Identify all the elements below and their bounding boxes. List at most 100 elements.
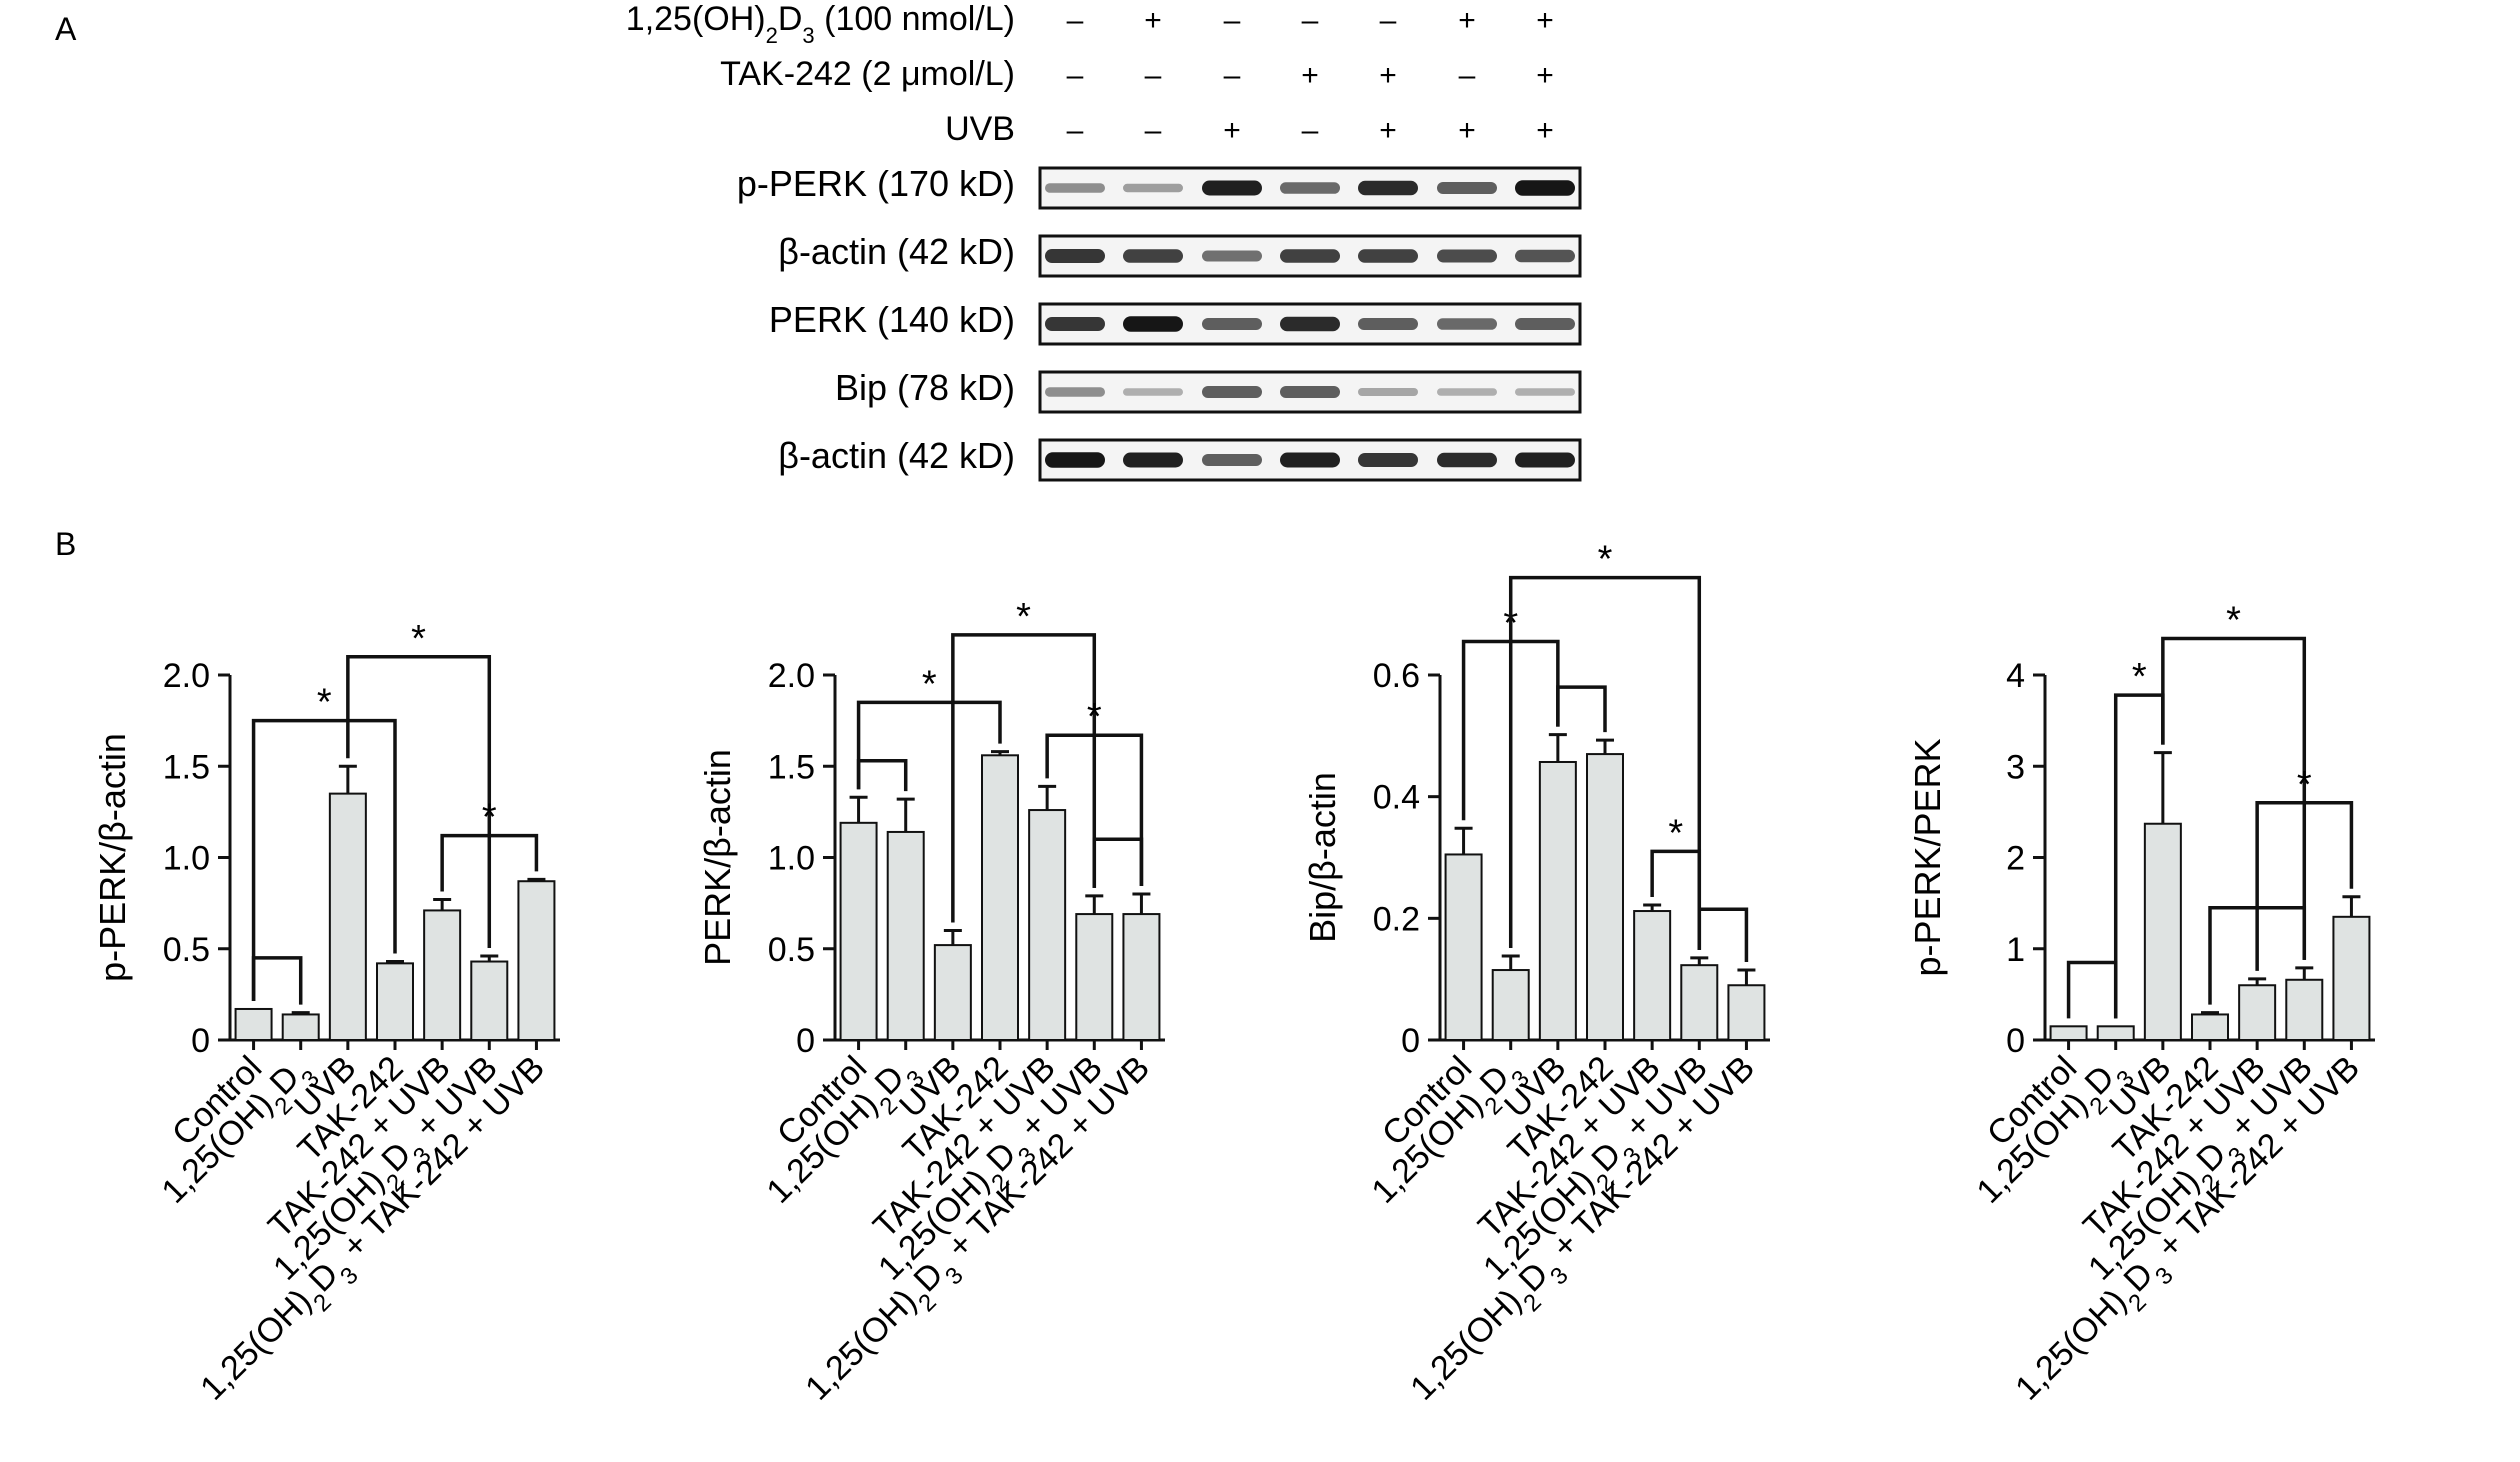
blot-band [1437,318,1497,330]
bar [281,1013,320,1042]
blot-band [1437,249,1497,263]
bar [1633,910,1672,1041]
blot-band [1515,452,1575,468]
bar [423,909,462,1041]
blot-row [1038,370,1582,414]
condition-label: UVB [945,110,1015,148]
condition-sign: – [1067,59,1084,92]
condition-sign: + [1458,4,1476,37]
blot-band [1280,182,1340,194]
significance-bracket [1650,849,1702,950]
blot-band [1045,249,1105,263]
y-tick-label: 4 [2006,657,2025,695]
panel-b-bar-charts: B 0 0.5 1.0 1.5 2.0 p-PERK/β-actin Control 1,25… [0,500,2520,1457]
significance-bracket [2066,960,2118,1019]
blot-band [1358,318,1418,330]
bar [2143,822,2182,1041]
significance-star: * [1668,812,1683,854]
bar [234,1007,273,1042]
condition-sign: – [1459,59,1476,92]
condition-sign: + [1536,59,1554,92]
blot-band [1123,388,1183,396]
significance-bracket [346,655,492,949]
y-tick-label: 2 [2006,840,2025,878]
blot-row [1038,234,1582,278]
y-tick-label: 1.0 [768,840,815,878]
condition-sign: – [1067,114,1084,147]
significance-bracket [251,956,303,1005]
blot-band [1358,453,1418,467]
y-axis-label: PERK/β-actin [697,749,738,966]
blot-band [1045,452,1105,468]
bar [1491,969,1530,1041]
y-axis-label: Bip/β-actin [1302,772,1343,943]
blot-row [1038,302,1582,346]
condition-sign: – [1302,114,1319,147]
blot-band [1515,180,1575,196]
blot-band [1358,388,1418,396]
bar [981,754,1019,1042]
significance-star: * [1598,539,1613,581]
blot-band [1202,454,1262,466]
blot-band [1202,318,1262,330]
bar-charts-figure: B 00.51.01.52.0p-PERK/β-actinControl1,25… [55,526,2375,1416]
significance-bracket [440,833,539,892]
bar [1028,809,1067,1041]
significance-star: * [922,663,937,705]
blot-label: p-PERK (170 kD) [737,163,1015,204]
panel-b-label: B [55,526,76,562]
significance-bracket [1508,575,1702,950]
blot-band [1202,250,1262,262]
blot-band [1280,452,1340,468]
blot-rows: p-PERK (170 kD) β-actin (42 kD) PERK (140 … [737,163,1582,482]
condition-label: TAK-242 (2 μmol/L) [720,55,1015,93]
condition-sign: + [1536,114,1554,147]
y-tick-label: 2.0 [768,657,815,695]
condition-sign: + [1223,114,1241,147]
bar [328,792,367,1041]
blot-band [1515,318,1575,330]
y-tick-label: 1.5 [163,748,210,786]
condition-sign: – [1067,4,1084,37]
chart-1: 00.51.01.52.0p-PERK/β-actinControl1,25(O… [92,618,560,1416]
blot-label: Bip (78 kD) [835,367,1015,408]
significance-bracket [951,633,1097,923]
significance-bracket [856,700,1002,790]
condition-sign: – [1145,114,1162,147]
condition-sign: – [1224,59,1241,92]
y-tick-label: 1.5 [768,748,815,786]
y-tick-label: 3 [2006,748,2025,786]
blot-band [1280,249,1340,263]
significance-bracket [1092,837,1144,888]
bar [1538,760,1577,1041]
western-blot-figure: A 1,25(OH)2D3 (100 nmol/L) – + – – – + + TAK-242… [55,0,1582,482]
significance-bracket [251,718,397,1001]
y-tick-label: 0.5 [768,931,815,969]
condition-sign: – [1302,4,1319,37]
significance-star: * [1016,596,1031,638]
y-tick-label: 0 [191,1022,210,1060]
y-tick-label: 2.0 [163,657,210,695]
significance-bracket [2161,636,2307,960]
blot-band [1437,182,1497,194]
bar [470,960,509,1041]
significance-star: * [482,797,497,839]
blot-band [1515,249,1575,263]
y-axis-label: p-PERK/β-actin [92,733,133,982]
blot-band [1123,249,1183,263]
significance-star: * [2226,600,2241,642]
y-tick-label: 0.6 [1373,657,1420,695]
blot-band [1437,388,1497,396]
blot-band [1045,317,1105,331]
bar [839,821,878,1042]
bar [1680,964,1719,1041]
bar [2191,1013,2229,1042]
significance-bracket [2255,801,2354,971]
blot-band [1045,183,1105,193]
bar [1122,913,1161,1042]
blot-label: β-actin (42 kD) [778,231,1015,272]
significance-bracket [1045,733,1144,886]
condition-sign: – [1145,59,1162,92]
condition-sign: + [1301,59,1319,92]
significance-bracket [856,759,908,792]
